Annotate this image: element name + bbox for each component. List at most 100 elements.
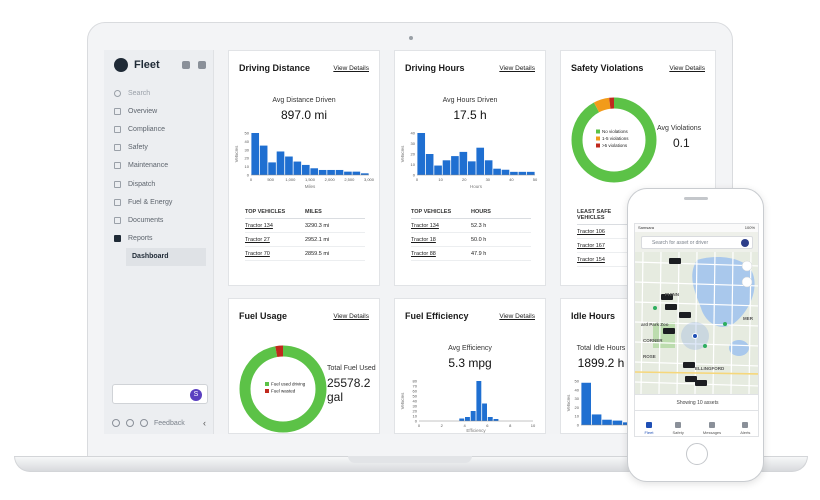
histogram-bar — [612, 420, 623, 425]
vehicle-link[interactable]: Tractor 27 — [245, 237, 270, 243]
app-name: Fleet — [134, 59, 160, 71]
col-header: TOP VEHICLES — [411, 209, 452, 215]
sidebar-item-dispatch[interactable]: Dispatch — [114, 175, 210, 193]
col-header: HOURS — [471, 209, 491, 215]
legend-swatch — [596, 129, 600, 134]
y-tick-label: 0 — [577, 423, 580, 428]
vehicle-value: 50.0 h — [471, 237, 487, 243]
hours-histogram: Vehicles 0 10 20 30 40 0 10 20 30 40 50 Hours — [401, 131, 538, 190]
metric-value: 1899.2 h — [577, 356, 625, 370]
x-tick-label: 500 — [267, 177, 274, 182]
map-road — [635, 321, 758, 327]
user-switcher[interactable]: S — [112, 384, 208, 404]
assets-panel[interactable]: Showing 10 assets — [635, 394, 758, 410]
y-tick-label: 30 — [413, 404, 418, 409]
card-driving-hours: Driving Hours View Details Avg Hours Dri… — [394, 50, 546, 286]
bell-icon[interactable] — [198, 61, 206, 69]
histogram-bar — [459, 151, 468, 175]
view-details-link[interactable]: View Details — [499, 65, 535, 72]
sidebar: Fleet Search Overview Compliance — [104, 50, 214, 434]
sidebar-search[interactable]: Search — [114, 84, 210, 102]
vehicle-link[interactable]: Tractor 70 — [245, 251, 270, 257]
y-tick-label: 50 — [245, 131, 250, 136]
phone-screen: Samsara 100% PHINN CORNER ROSE ELLINGFORD ME… — [634, 223, 759, 437]
wrench-icon — [114, 162, 121, 170]
shield-icon — [114, 144, 121, 152]
vehicle-link[interactable]: Tractor 167 — [577, 243, 605, 249]
compliance-icon — [114, 125, 121, 133]
table-row: Tractor 106 — [577, 225, 657, 239]
tab-safety[interactable]: Safety — [673, 422, 684, 435]
x-tick-label: 10 — [531, 423, 536, 428]
histogram-bar — [344, 171, 352, 175]
help-icon[interactable] — [126, 419, 134, 427]
x-tick-label: 10 — [438, 177, 443, 182]
avatar[interactable] — [741, 239, 749, 247]
tab-messages[interactable]: Messages — [703, 422, 721, 435]
sidebar-item-reports[interactable]: Reports — [114, 230, 210, 248]
y-tick-label: 0 — [413, 173, 416, 178]
histogram-bar — [476, 381, 482, 421]
view-details-link[interactable]: View Details — [333, 313, 369, 320]
highway — [635, 371, 758, 375]
feedback-link[interactable]: Feedback — [154, 419, 185, 427]
collapse-icon[interactable]: ‹ — [203, 418, 206, 428]
map[interactable]: PHINN CORNER ROSE ELLINGFORD MER ard Park Zoo — [635, 251, 758, 395]
histogram-bar — [501, 169, 510, 175]
view-details-link[interactable]: View Details — [333, 65, 369, 72]
tab-fleet[interactable]: Fleet — [645, 422, 653, 435]
x-tick-label: 20 — [462, 177, 467, 182]
sidebar-item-overview[interactable]: Overview — [114, 102, 210, 120]
gear-icon[interactable] — [112, 419, 120, 427]
sidebar-item-safety[interactable]: Safety — [114, 139, 210, 157]
least-safe-table: LEAST SAFE VEHICLES Tractor 106 Tractor … — [577, 209, 657, 267]
map-road — [694, 251, 698, 395]
sidebar-item-maintenance[interactable]: Maintenance — [114, 157, 210, 175]
reports-icon — [114, 235, 121, 243]
vehicle-link[interactable]: Tractor 88 — [411, 251, 436, 257]
vehicle-link[interactable]: Tractor 106 — [577, 229, 605, 235]
asset-dot — [703, 344, 707, 348]
asset-search-input[interactable]: Search for asset or driver — [641, 236, 753, 249]
vehicle-link[interactable]: Tractor 18 — [411, 237, 436, 243]
view-details-link[interactable]: View Details — [499, 313, 535, 320]
histogram-bar — [484, 160, 493, 175]
view-details-link[interactable]: View Details — [669, 65, 705, 72]
card-fuel-efficiency: Fuel Efficiency View Details Avg Efficie… — [394, 298, 546, 434]
sidebar-item-fuel[interactable]: Fuel & Energy — [114, 193, 210, 211]
vehicle-link[interactable]: Tractor 134 — [245, 223, 273, 229]
metric-label: Avg Efficiency — [448, 345, 492, 352]
tab-label: Safety — [672, 430, 684, 435]
y-tick-label: 10 — [413, 414, 418, 419]
laptop-notch — [348, 456, 472, 463]
sidebar-item-label: Fuel & Energy — [128, 198, 173, 206]
map-road — [712, 251, 716, 395]
metric-label: Avg Distance Driven — [272, 97, 336, 104]
phone-speaker — [684, 197, 708, 200]
legend-swatch — [596, 136, 600, 141]
y-axis-label: Vehicles — [567, 394, 571, 412]
brand[interactable]: Fleet — [114, 58, 160, 72]
legend-label: No violations — [602, 129, 629, 134]
sidebar-item-compliance[interactable]: Compliance — [114, 120, 210, 138]
phone-home-button[interactable] — [686, 443, 708, 465]
vehicle-link[interactable]: Tractor 134 — [411, 223, 439, 229]
map-road — [640, 251, 644, 395]
table-row: Tractor 18 50.0 h — [411, 233, 531, 247]
x-tick-label: 1,500 — [305, 177, 316, 182]
sidebar-item-dashboard[interactable]: Dashboard — [126, 247, 206, 266]
vehicle-marker — [679, 312, 691, 318]
histogram-bar — [318, 169, 327, 175]
card-driving-distance: Driving Distance View Details Avg Distan… — [228, 50, 380, 286]
histogram-bar — [451, 156, 459, 175]
vehicle-link[interactable]: Tractor 154 — [577, 257, 605, 263]
sidebar-item-documents[interactable]: Documents — [114, 211, 210, 229]
map-label: ELLINGFORD — [695, 366, 725, 371]
tab-alerts[interactable]: Alerts — [740, 422, 750, 435]
card-title: Idle Hours — [571, 311, 616, 321]
table-header: LEAST SAFE VEHICLES — [577, 209, 657, 225]
map-road — [635, 261, 758, 267]
chat-icon[interactable] — [182, 61, 190, 69]
histogram-bar — [470, 411, 476, 421]
tab-label: Messages — [702, 430, 722, 435]
